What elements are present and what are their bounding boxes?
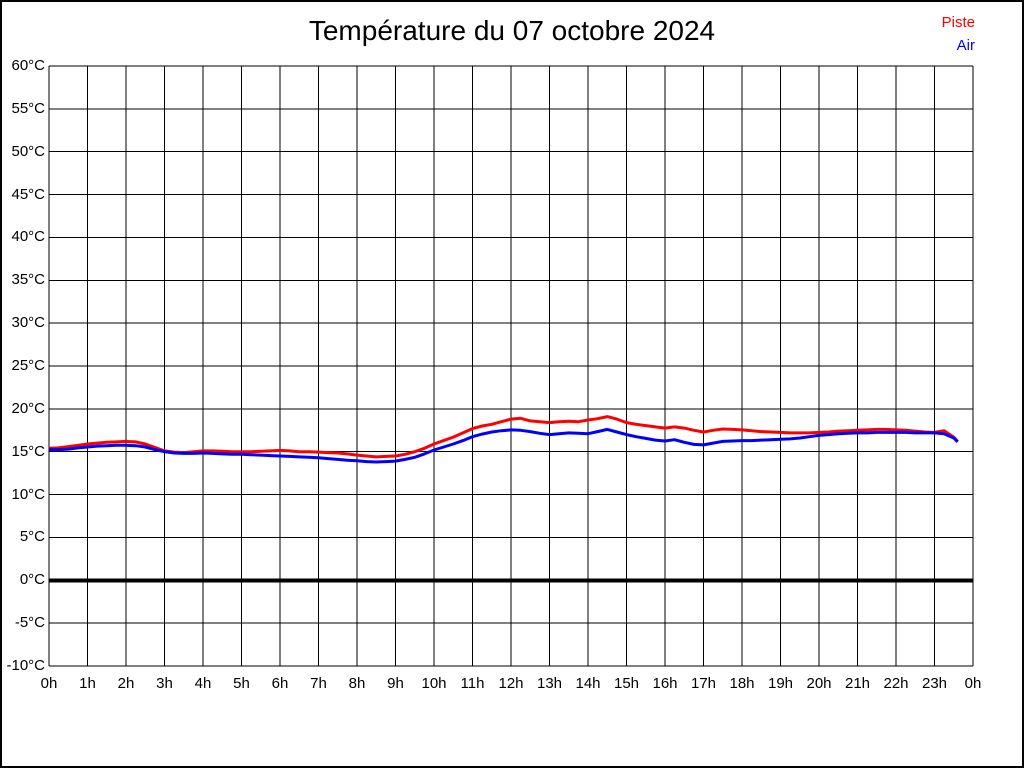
x-tick-label: 0h [40,675,58,692]
y-tick-label: 35°C [11,271,45,289]
x-tick-label: 9h [387,675,404,692]
y-tick-label: -5°C [14,614,45,632]
y-tick-label: 55°C [11,99,45,117]
x-tick-label: 7h [310,675,327,692]
y-tick-label: 5°C [19,528,45,546]
x-tick-label: 2h [117,675,135,692]
x-tick-label: 3h [156,675,173,692]
series-line-air [49,427,959,464]
legend: Piste Air [942,11,975,57]
y-tick-label: 25°C [11,357,45,374]
y-tick-label: 60°C [11,57,45,74]
x-tick-label: 6h [271,675,289,692]
x-tick-label: 15h [613,675,640,692]
x-tick-label: 20h [806,675,832,692]
x-tick-label: 11h [460,675,485,692]
x-tick-label: 4h [194,675,212,692]
x-tick-label: 1h [79,675,96,692]
chart-title: Température du 07 octobre 2024 [308,15,716,46]
x-tick-label: 10h [421,675,447,692]
x-tick-label: 16h [652,675,678,692]
x-tick-label: 14h [575,675,601,692]
x-tick-label: 12h [498,675,524,692]
x-tick-label: 23h [921,675,948,692]
y-tick-label: 50°C [11,142,45,160]
x-tick-label: 13h [536,675,563,692]
series-line-piste [48,415,959,459]
y-tick-label: 30°C [11,314,45,332]
x-tick-label: 8h [348,675,366,692]
y-tick-label: 10°C [11,485,45,503]
y-tick-label: 20°C [11,399,45,417]
legend-air: Air [956,37,975,54]
x-tick-label: 22h [883,675,909,692]
x-tick-label: 19h [767,675,794,692]
x-tick-label: 5h [233,675,250,692]
x-tick-label: 0h [964,675,982,692]
legend-piste: Piste [941,14,975,31]
y-tick-label: 15°C [11,442,45,460]
y-tick-label: 0°C [19,571,45,589]
y-tick-label: 40°C [11,228,45,246]
x-tick-label: 21h [844,675,871,692]
y-tick-label: 45°C [11,185,45,203]
x-tick-label: 17h [690,675,717,692]
x-tick-label: 18h [729,675,755,692]
y-tick-label: -10°C [6,657,45,674]
